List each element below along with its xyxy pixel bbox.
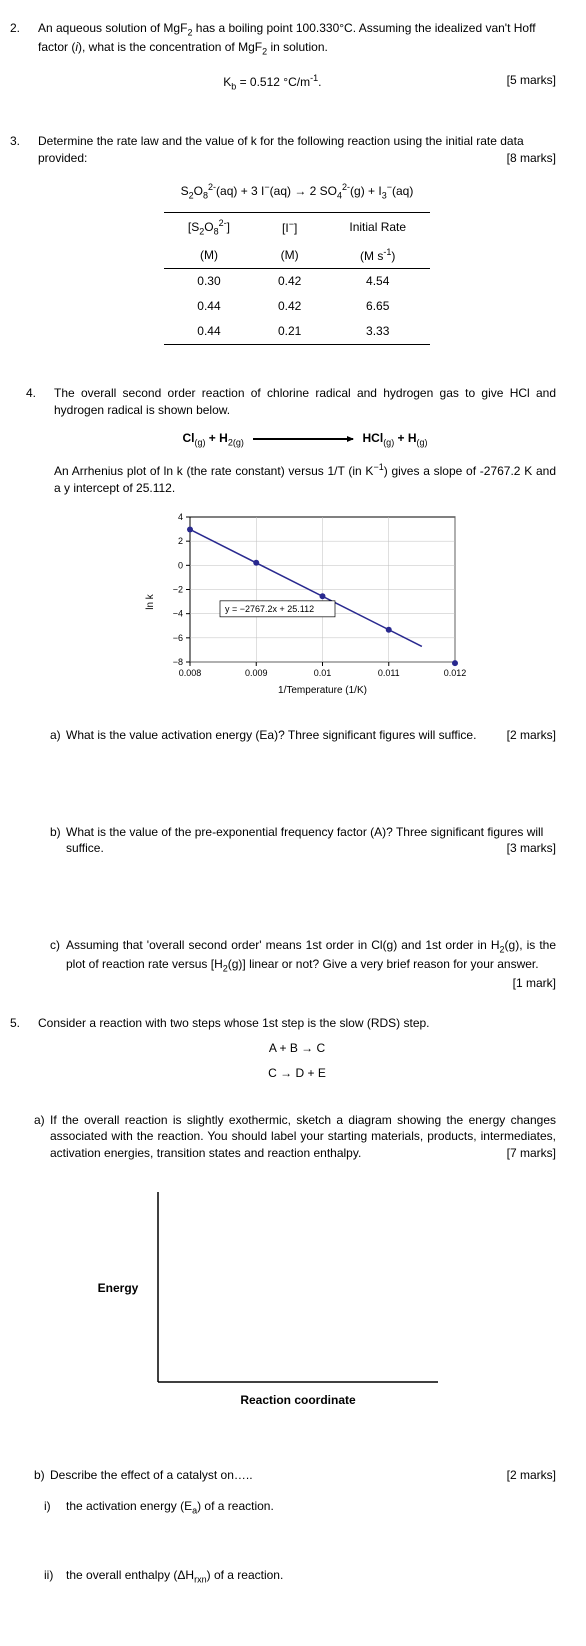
svg-text:2: 2 [178, 536, 183, 546]
table-unit: (M) [254, 242, 325, 269]
svg-text:−4: −4 [173, 609, 183, 619]
q4c-marks: [1 mark] [513, 975, 556, 992]
q5-step1: A + B → C [38, 1040, 556, 1057]
q4-intro: The overall second order reaction of chl… [54, 385, 556, 419]
svg-text:1/Temperature (1/K): 1/Temperature (1/K) [278, 685, 367, 696]
table-unit: (M s-1) [325, 242, 430, 269]
question-4: 4. The overall second order reaction of … [46, 385, 556, 976]
table-unit: (M) [164, 242, 254, 269]
q5a-marks: [7 marks] [507, 1145, 556, 1162]
q5b-marks: [2 marks] [507, 1467, 556, 1484]
energy-diagram: Energy Reaction coordinate [78, 1182, 458, 1412]
table-header: Initial Rate [325, 212, 430, 241]
q3-text: Determine the rate law and the value of … [38, 134, 524, 165]
question-2: 2. An aqueous solution of MgF2 has a boi… [30, 20, 556, 93]
q2-kb: Kb = 0.512 °C/m-1. [5 marks] [38, 72, 556, 93]
q5-b-i: i) the activation energy (Ea) of a react… [66, 1498, 556, 1517]
svg-text:0.008: 0.008 [179, 668, 202, 678]
q4-part-a: a) What is the value activation energy (… [66, 727, 556, 744]
svg-text:0.009: 0.009 [245, 668, 268, 678]
svg-text:4: 4 [178, 512, 183, 522]
question-3: 3. Determine the rate law and the value … [30, 133, 556, 345]
energy-axis-label: Energy [98, 1281, 139, 1295]
q5-b-ii: ii) the overall enthalpy (ΔHrxn) of a re… [66, 1567, 556, 1586]
q2-number: 2. [10, 20, 20, 37]
q4-part-c: c) Assuming that 'overall second order' … [66, 937, 556, 975]
table-row: 0.440.213.33 [164, 319, 430, 344]
svg-text:0: 0 [178, 560, 183, 570]
reaction-coord-label: Reaction coordinate [240, 1393, 356, 1407]
reaction-arrow-icon [253, 438, 353, 440]
q4a-marks: [2 marks] [507, 727, 556, 744]
q4-part-b: b) What is the value of the pre-exponent… [66, 824, 556, 858]
svg-text:−6: −6 [173, 633, 183, 643]
q3-number: 3. [10, 133, 20, 150]
q3-equation: S2O82-(aq) + 3 I−(aq) → 2 SO42-(g) + I3−… [38, 181, 556, 202]
q4-arrhenius-text: An Arrhenius plot of ln k (the rate cons… [54, 461, 556, 497]
q4-reaction: Cl(g) + H2(g) HCl(g) + H(g) [54, 430, 556, 449]
question-5: 5. Consider a reaction with two steps wh… [30, 1015, 556, 1585]
q4-body: The overall second order reaction of chl… [54, 385, 556, 976]
q3-rate-table: [S2O82-] [I−] Initial Rate (M) (M) (M s-… [164, 212, 430, 345]
q5-intro: Consider a reaction with two steps whose… [38, 1015, 556, 1032]
q2-text: An aqueous solution of MgF2 has a boilin… [38, 21, 536, 54]
svg-text:0.012: 0.012 [444, 668, 467, 678]
arrhenius-chart: 4 2 0 −2 −4 −6 −80.008 0.009 0.01 0.011 0.012 y = −… [135, 507, 475, 697]
table-row: 0.300.424.54 [164, 269, 430, 294]
q4-number: 4. [26, 385, 36, 402]
q5-body: Consider a reaction with two steps whose… [38, 1015, 556, 1585]
q5-part-b: b) Describe the effect of a catalyst on…… [50, 1467, 556, 1484]
q2-body: An aqueous solution of MgF2 has a boilin… [38, 20, 556, 93]
q5-step2: C → D + E [38, 1065, 556, 1082]
svg-text:ln k: ln k [145, 593, 156, 610]
q4b-marks: [3 marks] [507, 840, 556, 857]
table-row: 0.440.426.65 [164, 294, 430, 319]
table-header: [I−] [254, 212, 325, 241]
svg-text:−8: −8 [173, 657, 183, 667]
q2-marks: [5 marks] [507, 72, 556, 89]
svg-text:y = −2767.2x + 25.112: y = −2767.2x + 25.112 [225, 604, 314, 614]
table-header: [S2O82-] [164, 212, 254, 241]
q5-part-a: a) If the overall reaction is slightly e… [50, 1112, 556, 1162]
svg-text:−2: −2 [173, 584, 183, 594]
q3-marks: [8 marks] [507, 150, 556, 167]
svg-text:0.011: 0.011 [378, 668, 400, 678]
q3-body: Determine the rate law and the value of … [38, 133, 556, 345]
q5-number: 5. [10, 1015, 20, 1032]
svg-text:0.01: 0.01 [314, 668, 332, 678]
